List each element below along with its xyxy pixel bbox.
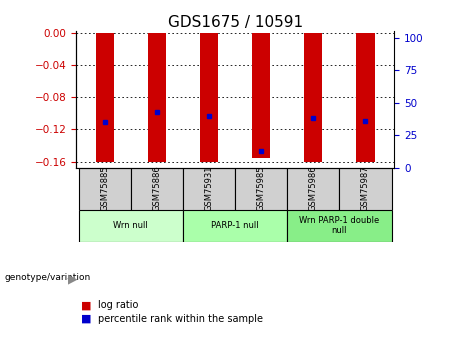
Bar <box>287 210 391 241</box>
Bar <box>200 33 218 162</box>
Text: log ratio: log ratio <box>98 300 139 310</box>
Text: Wrn null: Wrn null <box>113 221 148 230</box>
Bar <box>304 33 322 162</box>
Bar <box>131 168 183 210</box>
Text: GSM75985: GSM75985 <box>257 165 266 211</box>
Text: GSM75885: GSM75885 <box>100 165 109 211</box>
Bar <box>235 168 287 210</box>
Bar <box>183 210 287 241</box>
Bar <box>95 33 114 162</box>
Bar <box>79 210 183 241</box>
Bar <box>183 168 235 210</box>
Text: PARP-1 null: PARP-1 null <box>211 221 259 230</box>
Bar <box>356 33 375 162</box>
Text: Wrn PARP-1 double
null: Wrn PARP-1 double null <box>299 216 379 235</box>
Text: genotype/variation: genotype/variation <box>5 273 91 282</box>
Text: GSM75931: GSM75931 <box>205 165 213 211</box>
Text: GSM75986: GSM75986 <box>309 165 318 211</box>
Bar <box>339 168 391 210</box>
Title: GDS1675 / 10591: GDS1675 / 10591 <box>167 15 303 30</box>
Text: ▶: ▶ <box>68 272 78 285</box>
Bar <box>252 33 270 158</box>
Bar <box>287 168 339 210</box>
Text: GSM75886: GSM75886 <box>153 165 161 211</box>
Text: ■: ■ <box>81 314 91 324</box>
Text: percentile rank within the sample: percentile rank within the sample <box>98 314 263 324</box>
Bar <box>148 33 166 162</box>
Bar <box>79 168 131 210</box>
Text: ■: ■ <box>81 300 91 310</box>
Text: GSM75987: GSM75987 <box>361 165 370 211</box>
